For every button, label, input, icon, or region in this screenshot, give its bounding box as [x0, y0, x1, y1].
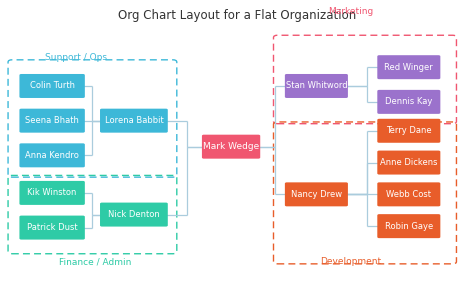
FancyBboxPatch shape: [100, 203, 168, 227]
FancyBboxPatch shape: [19, 216, 85, 240]
FancyBboxPatch shape: [19, 143, 85, 167]
Text: Marketing: Marketing: [328, 7, 374, 16]
Text: Patrick Dust: Patrick Dust: [27, 223, 77, 232]
Text: Colin Turth: Colin Turth: [30, 81, 74, 90]
Text: Anne Dickens: Anne Dickens: [380, 158, 438, 167]
Text: Org Chart Layout for a Flat Organization: Org Chart Layout for a Flat Organization: [118, 9, 356, 22]
Text: Webb Cost: Webb Cost: [386, 190, 431, 199]
Text: Nancy Drew: Nancy Drew: [291, 190, 342, 199]
Text: Mark Wedge: Mark Wedge: [203, 142, 259, 151]
FancyBboxPatch shape: [202, 135, 260, 159]
Text: Nick Denton: Nick Denton: [108, 210, 160, 219]
FancyBboxPatch shape: [377, 90, 440, 114]
Text: Lorena Babbit: Lorena Babbit: [105, 116, 163, 125]
Text: Support / Ops: Support / Ops: [45, 53, 107, 62]
FancyBboxPatch shape: [377, 182, 440, 206]
Text: Stan Whitword: Stan Whitword: [285, 81, 347, 90]
Text: Development: Development: [320, 257, 381, 266]
FancyBboxPatch shape: [100, 109, 168, 133]
FancyBboxPatch shape: [19, 109, 85, 133]
Text: Finance / Admin: Finance / Admin: [59, 257, 131, 266]
Text: Anna Kendro: Anna Kendro: [25, 151, 79, 160]
FancyBboxPatch shape: [377, 55, 440, 79]
Text: Dennis Kay: Dennis Kay: [385, 97, 432, 106]
Text: Red Winger: Red Winger: [384, 63, 433, 72]
FancyBboxPatch shape: [285, 182, 348, 206]
FancyBboxPatch shape: [377, 119, 440, 143]
Text: Seena Bhath: Seena Bhath: [25, 116, 79, 125]
FancyBboxPatch shape: [19, 74, 85, 98]
Text: Terry Dane: Terry Dane: [386, 126, 432, 135]
Text: Kik Winston: Kik Winston: [27, 188, 77, 197]
Text: Robin Gaye: Robin Gaye: [385, 222, 433, 231]
FancyBboxPatch shape: [377, 151, 440, 175]
FancyBboxPatch shape: [19, 181, 85, 205]
FancyBboxPatch shape: [377, 214, 440, 238]
FancyBboxPatch shape: [285, 74, 348, 98]
